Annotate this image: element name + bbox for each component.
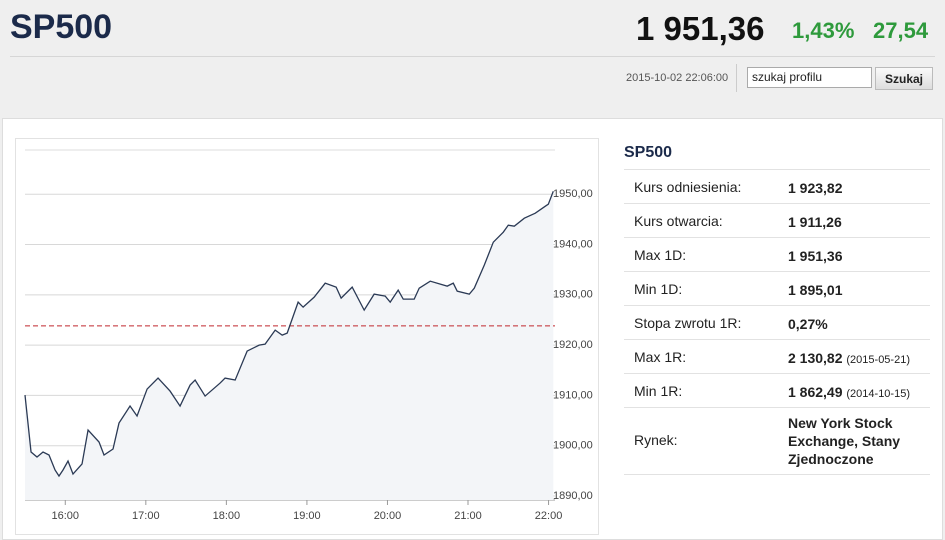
info-table: Kurs odniesienia: 1 923,82 Kurs otwarcia: 1…: [624, 169, 930, 475]
separator: [736, 64, 737, 92]
value-text: 2 130,82: [788, 350, 843, 366]
value-text: New York Stock Exchange, Stany Zjednoczo…: [788, 415, 901, 467]
row-label: Kurs otwarcia:: [634, 213, 723, 229]
x-tick-label: 16:00: [52, 510, 80, 522]
row-label: Rynek:: [634, 432, 678, 448]
y-tick-label: 1910,00: [553, 389, 593, 401]
chart: 1890,00 1900,00 1910,00 1920,00 1930,00 1940,…: [24, 149, 593, 522]
info-row: Rynek: New York Stock Exchange, Stany Zje…: [624, 407, 930, 475]
area: [25, 191, 554, 500]
row-value: New York Stock Exchange, Stany Zjednoczo…: [788, 414, 928, 468]
info-title: SP500: [624, 144, 673, 161]
row-value: 1 911,26: [788, 213, 928, 231]
value-text: 1 923,82: [788, 180, 843, 196]
info-row: Max 1R: 2 130,82 (2015-05-21): [624, 339, 930, 373]
x-tick-label: 21:00: [454, 510, 482, 522]
change-percent: 1,43%: [792, 18, 855, 43]
page-title: SP500: [10, 8, 113, 46]
row-label: Stopa zwrotu 1R:: [634, 315, 742, 331]
value-date: (2015-05-21): [846, 354, 910, 366]
info-row: Min 1R: 1 862,49 (2014-10-15): [624, 373, 930, 407]
value-text: 1 951,36: [788, 248, 843, 264]
page: SP500 1 951,36 1,43% 27,54 2015-10-02 22…: [2, 8, 943, 540]
info-row: Max 1D: 1 951,36: [624, 237, 930, 271]
row-label: Max 1R:: [634, 349, 687, 365]
row-value: 1 862,49 (2014-10-15): [788, 383, 928, 403]
search-button[interactable]: Szukaj: [875, 67, 933, 90]
info-row: Min 1D: 1 895,01: [624, 271, 930, 305]
row-label: Kurs odniesienia:: [634, 179, 742, 195]
x-tick-label: 19:00: [293, 510, 321, 522]
x-tick-label: 20:00: [374, 510, 402, 522]
value-text: 1 911,26: [788, 214, 842, 230]
x-tick-label: 18:00: [213, 510, 241, 522]
datetime: 2015-10-02 22:06:00: [626, 72, 729, 84]
row-value: 1 951,36: [788, 247, 928, 265]
row-label: Min 1R:: [634, 383, 683, 399]
info-row: Kurs otwarcia: 1 911,26: [624, 203, 930, 237]
row-label: Max 1D:: [634, 247, 687, 263]
search-input[interactable]: szukaj profilu: [747, 67, 872, 88]
y-tick-label: 1920,00: [553, 339, 593, 351]
value-text: 1 862,49: [788, 384, 843, 400]
line: [24, 191, 554, 478]
y-tick-label: 1930,00: [553, 289, 593, 301]
x-tick-label: 17:00: [132, 510, 160, 522]
row-value: 2 130,82 (2015-05-21): [788, 349, 928, 369]
change: 27,54: [873, 18, 929, 43]
value-date: (2014-10-15): [846, 388, 910, 400]
info-row: Kurs odniesienia: 1 923,82: [624, 169, 930, 203]
x-tick-label: 22:00: [535, 510, 563, 522]
row-value: 1 895,01: [788, 281, 928, 299]
value-text: 1 895,01: [788, 282, 843, 298]
row-value: 1 923,82: [788, 179, 928, 197]
y-tick-label: 1950,00: [553, 188, 593, 200]
value-text: 0,27%: [788, 316, 828, 332]
y-tick-label: 1890,00: [553, 490, 593, 502]
y-tick-label: 1940,00: [553, 238, 593, 250]
price: 1 951,36: [636, 10, 765, 47]
y-tick-label: 1900,00: [553, 440, 593, 452]
divider: [10, 56, 935, 57]
row-value: 0,27%: [788, 315, 928, 333]
row-label: Min 1D:: [634, 281, 683, 297]
info-row: Stopa zwrotu 1R: 0,27%: [624, 305, 930, 339]
